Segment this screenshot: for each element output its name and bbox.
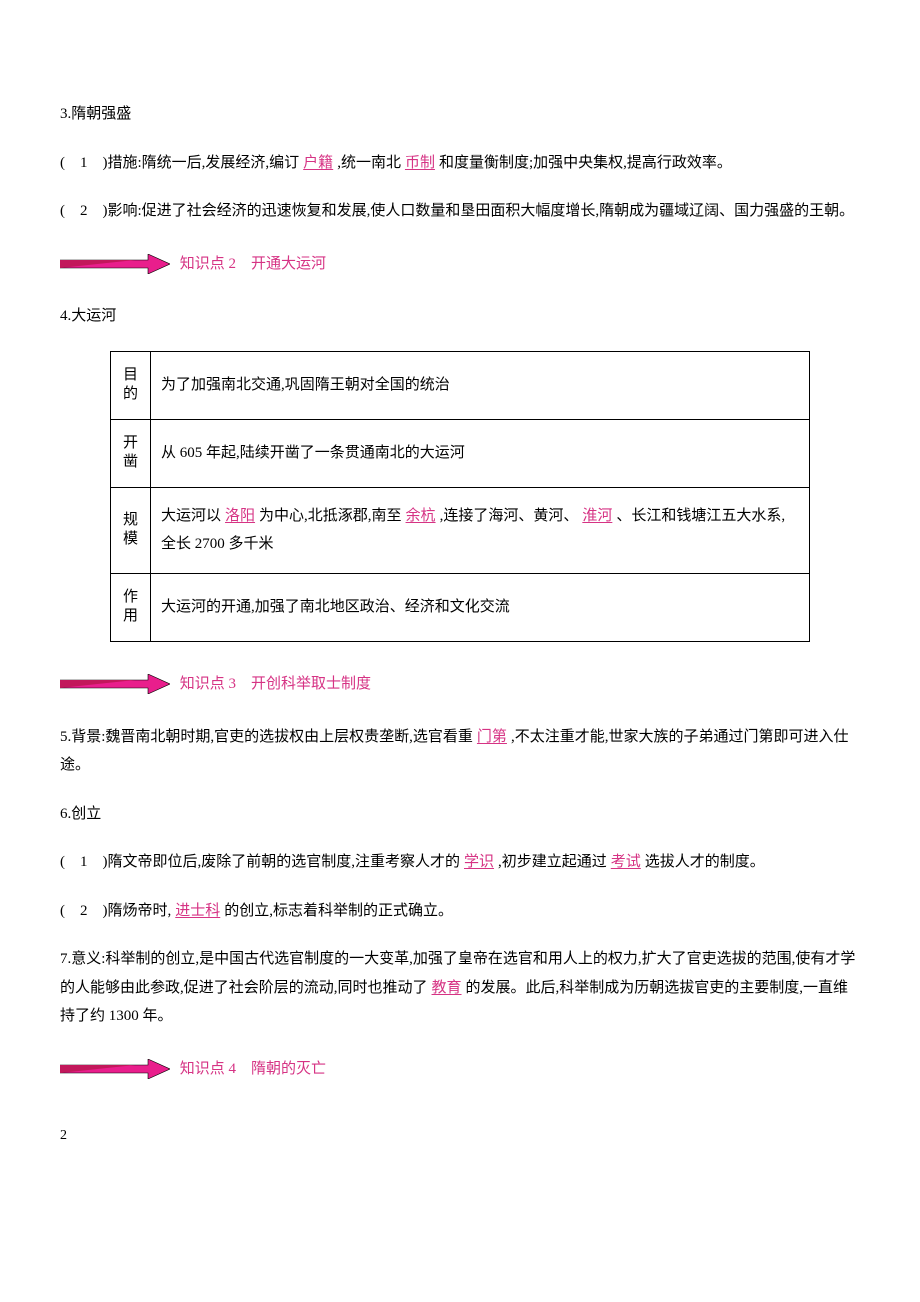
table-row-cell: 为了加强南北交通,巩固隋王朝对全国的统治 xyxy=(151,351,810,419)
text: ,连接了海河、黄河、 xyxy=(440,508,579,524)
knowledge-point-4-label: 知识点 4 隋朝的灭亡 xyxy=(180,1055,326,1084)
blank-jinshike: 进士科 xyxy=(171,903,224,919)
text: ( 1 )措施:隋统一后,发展经济,编订 xyxy=(60,155,299,171)
page-number: 2 xyxy=(60,1123,860,1150)
blank: 淮河 xyxy=(578,508,616,524)
blank-kaoshi: 考试 xyxy=(607,854,645,870)
blank: 洛阳 xyxy=(221,508,259,524)
canal-table: 目的为了加强南北交通,巩固隋王朝对全国的统治开凿从 605 年起,陆续开凿了一条… xyxy=(110,351,810,642)
text: 大运河以 xyxy=(161,508,221,524)
text: 的创立,标志着科举制的正式确立。 xyxy=(224,903,453,919)
text: 为中心,北抵涿郡,南至 xyxy=(259,508,402,524)
table-row-header: 开凿 xyxy=(111,419,151,487)
arrow-marker-icon xyxy=(60,254,170,274)
text: 大运河的开通,加强了南北地区政治、经济和文化交流 xyxy=(161,599,510,615)
section-7: 7.意义:科举制的创立,是中国古代选官制度的一大变革,加强了皇帝在选官和用人上的… xyxy=(60,945,860,1031)
table-row: 规模大运河以洛阳为中心,北抵涿郡,南至余杭,连接了海河、黄河、淮河、长江和钱塘江… xyxy=(111,487,810,573)
table-row-cell: 从 605 年起,陆续开凿了一条贯通南北的大运河 xyxy=(151,419,810,487)
table-row-cell: 大运河以洛阳为中心,北抵涿郡,南至余杭,连接了海河、黄河、淮河、长江和钱塘江五大… xyxy=(151,487,810,573)
blank-huji: 户籍 xyxy=(299,155,337,171)
knowledge-point-3: 知识点 3 开创科举取士制度 xyxy=(60,670,860,699)
knowledge-point-4: 知识点 4 隋朝的灭亡 xyxy=(60,1055,860,1084)
text: ( 1 )隋文帝即位后,废除了前朝的选官制度,注重考察人才的 xyxy=(60,854,460,870)
knowledge-point-2: 知识点 2 开通大运河 xyxy=(60,250,860,279)
section-3-item-1: ( 1 )措施:隋统一后,发展经济,编订户籍,统一南北币制和度量衡制度;加强中央… xyxy=(60,149,860,178)
table-row-cell: 大运河的开通,加强了南北地区政治、经济和文化交流 xyxy=(151,573,810,641)
section-3-item-2: ( 2 )影响:促进了社会经济的迅速恢复和发展,使人口数量和垦田面积大幅度增长,… xyxy=(60,197,860,226)
knowledge-point-3-label: 知识点 3 开创科举取士制度 xyxy=(180,670,371,699)
section-6-item-2: ( 2 )隋炀帝时,进士科的创立,标志着科举制的正式确立。 xyxy=(60,897,860,926)
text: 为了加强南北交通,巩固隋王朝对全国的统治 xyxy=(161,377,450,393)
text: ,初步建立起通过 xyxy=(498,854,607,870)
section-6-item-1: ( 1 )隋文帝即位后,废除了前朝的选官制度,注重考察人才的学识,初步建立起通过… xyxy=(60,848,860,877)
table-row-header: 规模 xyxy=(111,487,151,573)
blank-jiaoyu: 教育 xyxy=(428,980,466,996)
arrow-marker-icon xyxy=(60,1059,170,1079)
blank-mendi: 门第 xyxy=(473,729,511,745)
text: ,统一南北 xyxy=(337,155,401,171)
text: 和度量衡制度;加强中央集权,提高行政效率。 xyxy=(439,155,732,171)
blank-xueshi: 学识 xyxy=(460,854,498,870)
text: 5.背景:魏晋南北朝时期,官吏的选拔权由上层权贵垄断,选官看重 xyxy=(60,729,473,745)
table-row: 目的为了加强南北交通,巩固隋王朝对全国的统治 xyxy=(111,351,810,419)
section-5: 5.背景:魏晋南北朝时期,官吏的选拔权由上层权贵垄断,选官看重门第,不太注重才能… xyxy=(60,723,860,780)
table-row: 作用大运河的开通,加强了南北地区政治、经济和文化交流 xyxy=(111,573,810,641)
section-4-title: 4.大运河 xyxy=(60,302,860,331)
section-6-title: 6.创立 xyxy=(60,800,860,829)
text: ( 2 )隋炀帝时, xyxy=(60,903,171,919)
blank-bizhi: 币制 xyxy=(401,155,439,171)
table-row-header: 作用 xyxy=(111,573,151,641)
blank: 余杭 xyxy=(402,508,440,524)
section-3-title: 3.隋朝强盛 xyxy=(60,100,860,129)
table-row: 开凿从 605 年起,陆续开凿了一条贯通南北的大运河 xyxy=(111,419,810,487)
arrow-marker-icon xyxy=(60,674,170,694)
text: 选拔人才的制度。 xyxy=(645,854,765,870)
text: 从 605 年起,陆续开凿了一条贯通南北的大运河 xyxy=(161,445,465,461)
knowledge-point-2-label: 知识点 2 开通大运河 xyxy=(180,250,326,279)
table-row-header: 目的 xyxy=(111,351,151,419)
